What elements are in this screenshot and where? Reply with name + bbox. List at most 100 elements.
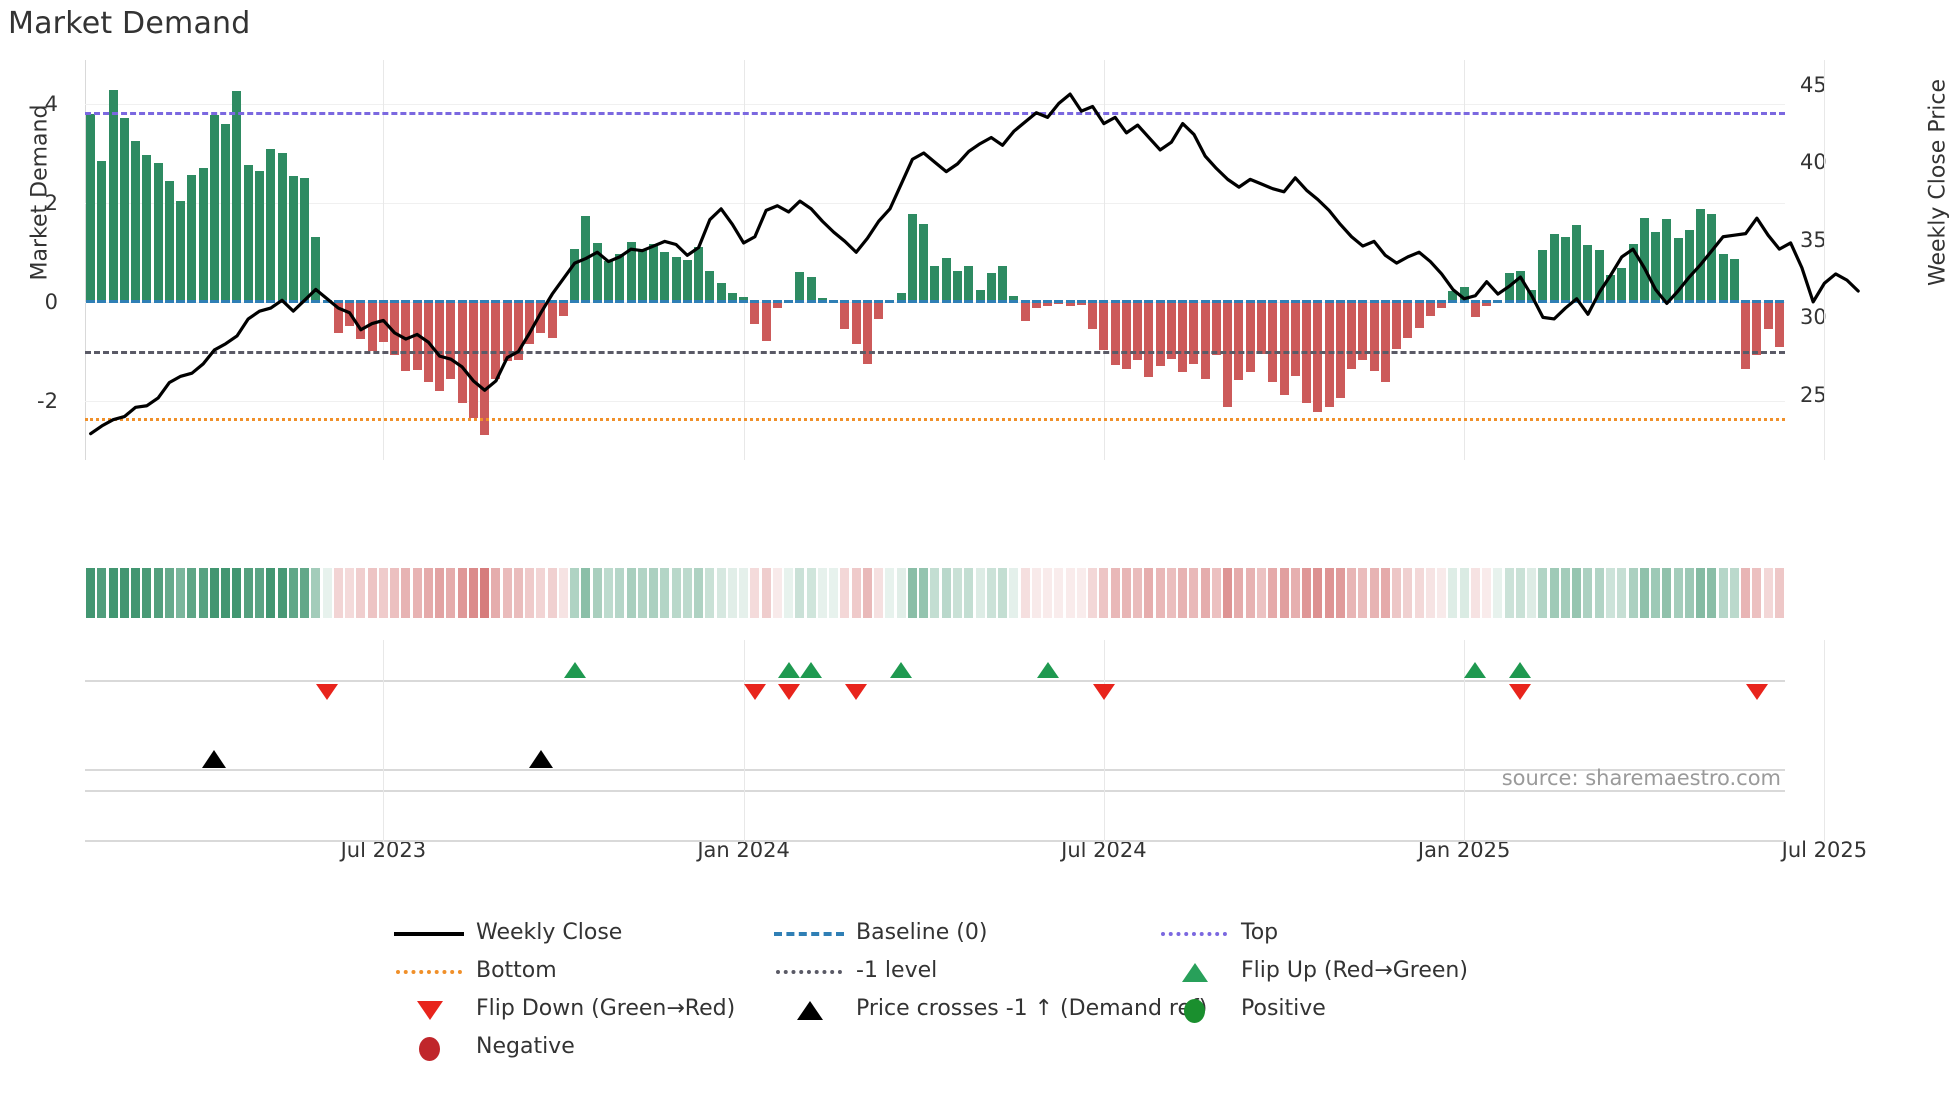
baseline-cap [1256,300,1266,304]
heat-cell [1369,568,1379,618]
heat-cell [300,568,310,618]
baseline-cap [1020,300,1030,304]
baseline-cap [1673,300,1683,304]
y-axis-left-ticks: 4 2 0 -2 [0,0,72,1102]
baseline-cap [874,300,884,304]
heat-cell [345,568,355,618]
baseline-cap [1459,300,1469,304]
demand-bar [1166,301,1176,359]
legend-item-0[interactable]: Weekly Close [390,920,622,945]
demand-bar [1594,250,1604,302]
baseline-cap [288,300,298,304]
legend-item-5[interactable]: Flip Up (Red→Green) [1155,958,1468,983]
heat-cell [356,568,366,618]
baseline-cap [682,300,692,304]
line-dotted-purple-icon [1161,931,1227,936]
foot-vgrid-line-0 [383,790,385,842]
heat-cell [829,568,839,618]
baseline-cap [1313,300,1323,304]
baseline-cap [1425,300,1435,304]
legend-item-4[interactable]: -1 level [770,958,937,983]
baseline-cap [243,300,253,304]
baseline-cap [1211,300,1221,304]
legend-item-1[interactable]: Baseline (0) [770,920,987,945]
heat-cell [1155,568,1165,618]
heat-cell [255,568,264,618]
baseline-cap [817,300,827,304]
legend-key-line-dashed-blue-icon [770,921,848,945]
demand-bar [1380,301,1390,382]
heat-cell [311,568,321,618]
demand-bar [1583,245,1593,302]
heat-cell [378,568,388,618]
baseline-cap [716,300,726,304]
demand-bar [739,297,749,302]
heat-cell [930,568,940,618]
heat-cell [119,568,129,618]
baseline-cap [1504,300,1514,304]
heat-cell [615,568,625,618]
baseline-cap [356,300,366,304]
heat-cell [851,568,861,618]
heat-cell [1662,568,1672,618]
demand-bar [626,241,636,302]
triangle-down-red-icon [417,1000,443,1020]
demand-bar [1313,301,1323,412]
footer-panel: source: sharemaestro.com [85,766,1826,842]
heat-cell [772,568,782,618]
baseline-cap [1605,300,1615,304]
demand-bar [491,301,501,379]
y-tick-left-0: 4 [44,92,58,117]
heat-cell [1414,568,1424,618]
demand-bar [1538,250,1548,302]
heat-cell [784,568,794,618]
y-tick-right-0: 45 [1800,72,1827,97]
y-tick-right-3: 30 [1800,305,1827,330]
heat-cell [322,568,332,618]
flip-up-marker-icon [777,662,800,678]
page-title: Market Demand [8,6,251,41]
legend-item-8[interactable]: Positive [1155,996,1326,1023]
heat-cell [1358,568,1368,618]
legend-label: Positive [1241,996,1326,1021]
heat-cell [1437,568,1447,618]
legend-item-3[interactable]: Bottom [390,958,557,983]
baseline-cap [615,300,625,304]
legend-label: Negative [476,1034,575,1059]
flip-vgrid-line-0 [383,640,385,720]
legend-key-triangle-up-green-icon [1155,959,1233,983]
triangle-up-black-icon [797,1000,823,1020]
demand-bar [1211,301,1221,356]
legend-item-7[interactable]: Price crosses -1 ↑ (Demand ref) [770,996,1207,1021]
legend-item-6[interactable]: Flip Down (Green→Red) [390,996,735,1021]
legend-key-line-solid-black-icon [390,921,468,945]
foot-vgrid-line-3 [1464,790,1466,842]
demand-bar [367,301,377,352]
heat-cell [1110,568,1120,618]
heat-cell [1211,568,1221,618]
baseline-cap [1031,300,1041,304]
demand-bar [1256,301,1266,354]
baseline-cap [784,300,794,304]
baseline-cap [1414,300,1424,304]
legend-label: Flip Down (Green→Red) [476,996,736,1021]
baseline-cap [221,300,231,304]
heat-cell [1605,568,1615,618]
y-axis-right-label: Weekly Close Price [1925,79,1951,286]
baseline-cap [1763,300,1773,304]
baseline-cap [896,300,906,304]
demand-bar [1560,236,1570,302]
demand-bar [772,301,782,308]
heat-cell [975,568,985,618]
legend-item-9[interactable]: Negative [390,1034,575,1061]
heat-cell [862,568,872,618]
heat-cell [1076,568,1086,618]
legend-item-2[interactable]: Top [1155,920,1278,945]
heat-cell [1448,568,1458,618]
heat-cell [1549,568,1559,618]
heat-cell [1009,568,1019,618]
baseline-cap [1347,300,1357,304]
cross-vgrid-line-3 [1464,720,1466,790]
heat-cell [1256,568,1266,618]
heat-cell [1403,568,1413,618]
